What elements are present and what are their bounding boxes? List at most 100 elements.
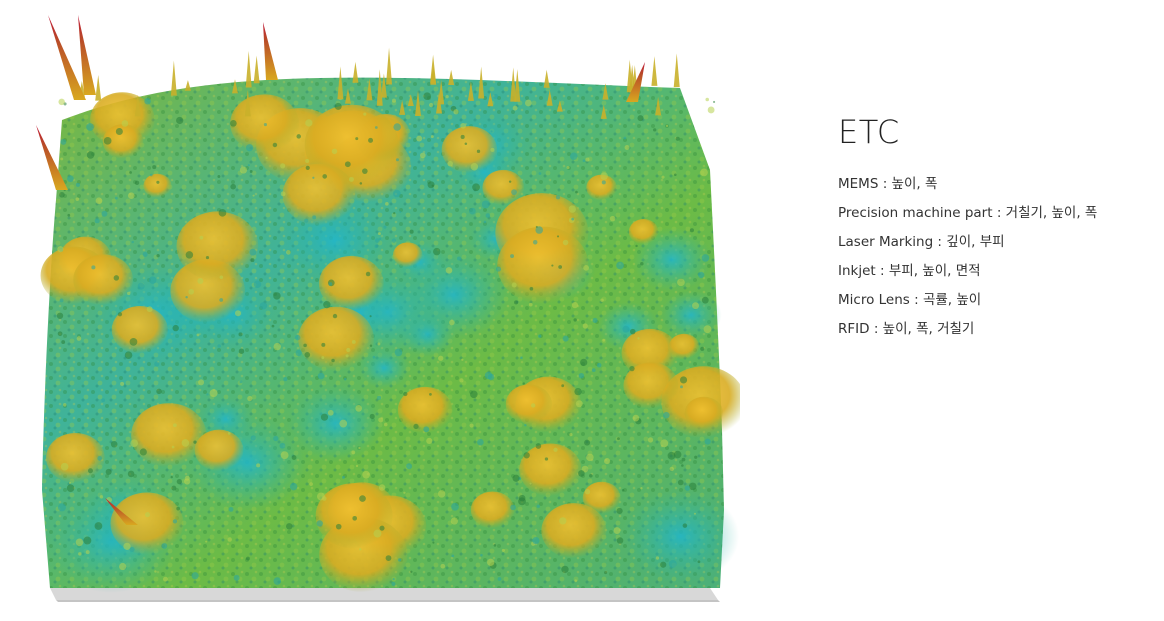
surface-spike (337, 66, 344, 100)
surface-speckle (493, 94, 499, 99)
surface-speckle (91, 265, 96, 270)
surface-speckle (295, 349, 302, 357)
surface-speckle (85, 550, 90, 555)
surface-speckle (383, 225, 387, 229)
surface-speckle (283, 377, 288, 382)
surface-speckle (529, 482, 532, 485)
surface-speckle (461, 358, 464, 361)
surface-speckle (273, 342, 281, 351)
surface-speckle (355, 137, 359, 141)
application-item: Micro Lens : 곡률, 높이 (838, 286, 1148, 315)
surface-speckle (331, 358, 335, 363)
surface-speckle (574, 579, 578, 583)
surface-speckle (345, 222, 348, 225)
section-title: ETC (838, 113, 900, 151)
surface-speckle (250, 435, 256, 441)
surface-speckle (58, 98, 65, 106)
surface-speckle (583, 264, 590, 271)
surface-speckle (97, 455, 103, 461)
surface-speckle (67, 213, 71, 217)
surface-speckle (172, 324, 179, 332)
surface-speckle (531, 403, 536, 408)
surface-speckle (679, 376, 688, 384)
surface-speckle (230, 119, 237, 127)
surface-speckle (512, 474, 520, 482)
surface-speckle (601, 180, 606, 185)
surface-speckle (359, 182, 363, 185)
surface-speckle (427, 181, 435, 189)
surface-speckle (332, 313, 338, 319)
application-item: Precision machine part : 거칠기, 높이, 폭 (838, 199, 1148, 228)
surface-speckle (508, 180, 512, 183)
surface-speckle (451, 554, 455, 558)
surface-speckle (115, 196, 118, 200)
surface-spike (244, 89, 251, 117)
surface-speckle (61, 340, 66, 344)
surface-speckle (191, 572, 199, 580)
surface-speckle (616, 261, 624, 270)
surface-speckle (59, 191, 65, 198)
surface-speckle (410, 570, 413, 573)
surface-speckle (617, 437, 620, 441)
surface-speckle (121, 120, 129, 127)
surface-speckle (406, 463, 413, 470)
surface-peak (105, 498, 138, 525)
surface-speckle (580, 358, 588, 367)
surface-speckle (409, 229, 414, 234)
surface-spike (344, 88, 351, 104)
surface-speckle (680, 385, 683, 389)
surface-speckle (303, 343, 307, 348)
application-name: Micro Lens (838, 292, 910, 308)
surface-speckle (604, 571, 608, 575)
surface-speckle (497, 577, 502, 581)
surface-speckle (343, 377, 347, 381)
surface-speckle (130, 439, 139, 448)
surface-speckle (188, 288, 195, 295)
surface-speckle (372, 355, 376, 359)
surface-speckle (327, 409, 334, 416)
surface-speckle (238, 332, 243, 337)
surface-speckle (562, 239, 569, 246)
surface-speckle (359, 548, 362, 551)
surface-speckle (75, 197, 80, 201)
surface-speckle (124, 351, 133, 359)
surface-bump (397, 386, 453, 434)
surface-speckle (460, 134, 465, 139)
surface-speckle (393, 123, 401, 131)
surface-speckle (684, 485, 691, 491)
surface-speckle (63, 403, 67, 407)
application-name: Precision machine part (838, 205, 993, 221)
surface-speckle (700, 346, 705, 351)
surface-speckle (520, 356, 523, 360)
surface-speckle (286, 250, 291, 255)
surface-speckle (171, 445, 175, 449)
surface-speckle (437, 490, 446, 498)
application-separator: : (875, 263, 889, 279)
surface-speckle (86, 123, 94, 131)
surface-speckle (280, 163, 286, 169)
surface-speckle (323, 300, 331, 309)
surface-bump (131, 403, 207, 468)
surface-spike (231, 79, 238, 94)
surface-speckle (113, 275, 120, 281)
surface-speckle (568, 205, 576, 213)
surface-speckle (206, 393, 209, 396)
surface-bump (668, 333, 700, 360)
surface-speckle (575, 400, 583, 408)
surface-speckle (493, 544, 497, 547)
surface-speckle (139, 448, 147, 456)
surface-speckle (561, 565, 569, 574)
surface-speckle (161, 543, 168, 549)
surface-speckle (450, 517, 458, 525)
surface-speckle (217, 175, 221, 178)
surface-speckle (218, 208, 227, 217)
surface-speckle (555, 195, 561, 200)
surface-speckle (635, 244, 638, 248)
surface-speckle (472, 183, 480, 192)
surface-speckle (87, 468, 93, 474)
surface-pit (632, 227, 712, 292)
surface-speckle (362, 168, 368, 174)
surface-speckle (469, 423, 474, 428)
surface-speckle (704, 438, 711, 445)
surface-speckle (419, 152, 426, 159)
